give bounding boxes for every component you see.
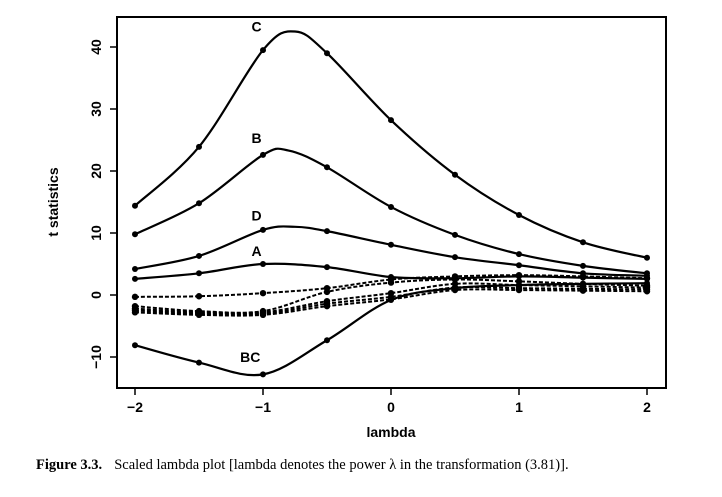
data-point [196,359,202,366]
data-point [388,203,394,210]
data-point [259,289,267,297]
data-point [132,202,138,209]
data-point [323,302,331,310]
data-point [579,287,587,294]
data-point [196,270,202,277]
figure-caption-text: Scaled lambda plot [lambda denotes the p… [114,457,569,473]
data-point [324,337,330,344]
data-point [516,212,522,219]
data-point [579,273,587,280]
data-point [451,286,459,294]
data-point [260,47,266,54]
data-point [387,296,395,303]
series-label: D [252,208,262,224]
data-point [515,286,523,294]
x-tick-label: −1 [255,399,271,415]
x-tick-label: 0 [387,399,395,415]
data-point [195,311,203,319]
series-label: BC [240,349,260,365]
data-point [580,262,586,269]
data-point [452,231,458,238]
data-point [324,228,330,235]
series-b: B [132,130,650,277]
data-point [131,293,139,301]
data-point [643,275,651,282]
data-point [515,271,523,279]
series-d: D [132,208,650,279]
y-tick-label: 20 [88,163,104,179]
x-tick-label: 2 [643,399,651,415]
data-point [131,309,139,316]
data-point [452,171,458,178]
x-tick-label: −2 [127,399,143,415]
data-point [132,342,138,349]
series-label: C [252,19,262,35]
data-point [643,288,651,295]
data-point [260,226,266,233]
series-line [134,147,648,275]
data-point [132,275,138,282]
data-point [196,143,202,150]
x-tick-label: 1 [515,399,523,415]
data-point [196,252,202,259]
data-point [516,251,522,258]
data-point [644,254,650,261]
data-point [516,262,522,269]
y-tick-label: 40 [88,39,104,55]
data-point [260,151,266,158]
series-line [134,30,648,259]
y-axis: −10 0 10 20 30 40 [88,39,117,369]
data-point [132,265,138,272]
data-point [323,288,331,296]
series-label: B [252,130,262,146]
data-point [452,254,458,261]
data-point [260,371,266,378]
data-point [388,241,394,248]
y-tick-label: −10 [88,345,104,369]
data-point [196,200,202,207]
figure-number: Figure 3.3. [36,457,103,473]
y-tick-label: 10 [88,225,104,241]
data-point [259,311,267,319]
data-point [387,279,395,286]
series-c: C [132,19,650,261]
data-point [132,231,138,238]
data-point [324,50,330,57]
series-label: A [252,243,262,259]
y-axis-title: t statistics [45,167,61,236]
x-axis: −2 −1 0 1 2 [127,388,651,415]
y-tick-label: 0 [88,291,104,299]
data-point [260,261,266,267]
data-point [324,264,330,271]
data-point [580,239,586,246]
data-point [324,164,330,171]
data-point [388,117,394,124]
series-dashed-5 [131,286,651,319]
data-point [195,293,203,300]
y-tick-label: 30 [88,101,104,117]
figure-caption: Figure 3.3. Scaled lambda plot [lambda de… [36,457,716,474]
series-line [134,225,648,277]
plot-area: C B D A BC [131,19,651,378]
x-axis-title: lambda [366,424,415,440]
